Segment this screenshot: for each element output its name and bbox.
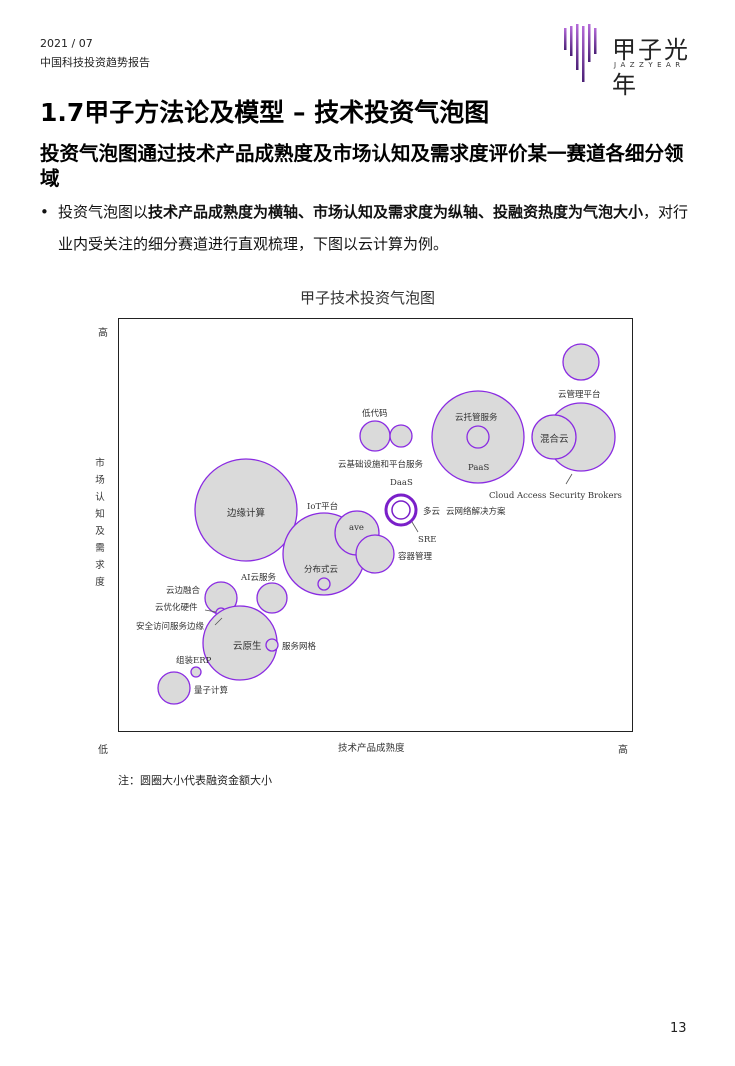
bubble-cloud-infra [389, 424, 413, 448]
x-axis-label: 技术产品成熟度 [338, 743, 405, 754]
bullet-text-bold: 技术产品成熟度为横轴、市场认知及需求度为纵轴、投融资热度为气泡大小 [148, 203, 644, 221]
page-number: 13 [670, 1021, 687, 1036]
bubble-container-mgmt [355, 534, 395, 574]
logo-name-cn: 甲子光年 [612, 36, 690, 99]
chart-title: 甲子技术投资气泡图 [299, 289, 435, 307]
x-axis-high-label: 高 [618, 745, 628, 756]
bubble-hybrid-cloud [531, 414, 577, 460]
label-erp: 组装ERP [176, 655, 212, 666]
leader-secure-edge [214, 617, 223, 626]
label-daas: DaaS [390, 478, 413, 488]
label-quantum: 量子计算 [194, 685, 229, 696]
leader-sre [411, 521, 419, 533]
bubble-daas-highlight [384, 493, 418, 527]
bubble-labels: 云管理平台 混合云 Cloud Access Security Brokers … [136, 389, 622, 696]
label-cloud-native: 云原生 [233, 640, 262, 652]
logo-bars-icon [564, 24, 597, 82]
label-low-code: 低代码 [362, 408, 388, 419]
bubble-cloud-mgmt-platform [562, 343, 600, 381]
report-name: 中国科技投资趋势报告 [40, 56, 150, 69]
bubble-service-mesh [265, 638, 279, 652]
label-distributed-cloud: 分布式云 [304, 564, 339, 575]
label-ave: ave [349, 523, 364, 533]
bubble-ai-cloud [256, 582, 288, 614]
axis-low-label: 低 [98, 745, 108, 756]
jazzyear-logo: 甲子光年 JAZZYEAR [562, 22, 702, 99]
leader-casb [565, 473, 573, 485]
report-date: 2021 / 07 [40, 37, 93, 50]
label-container-mgmt: 容器管理 [398, 551, 433, 562]
label-cloud-edge-fusion: 云边融合 [166, 585, 201, 596]
label-secure-access-edge: 安全访问服务边缘 [136, 621, 205, 632]
label-hybrid-cloud: 混合云 [540, 433, 569, 445]
logo-name-en: JAZZYEAR [614, 61, 685, 69]
y-axis-label: 市场认知及需求度 [95, 458, 105, 588]
label-paas: PaaS [468, 463, 489, 473]
label-casb: Cloud Access Security Brokers [489, 491, 622, 501]
label-cloud-hosting: 云托管服务 [455, 412, 498, 423]
bullet-text-plain-1: 投资气泡图以 [58, 203, 149, 221]
label-ai-cloud: AI云服务 [240, 572, 276, 583]
label-iot-platform: IoT平台 [307, 501, 338, 512]
bubble-daas-core [391, 500, 411, 520]
label-cloud-infra: 云基础设施和平台服务 [338, 459, 424, 470]
label-cloud-opt-hardware: 云优化硬件 [155, 602, 198, 613]
bubble-low-code [359, 420, 391, 452]
page-title: 1.7甲子方法论及模型 – 技术投资气泡图 [40, 98, 490, 127]
leader-cloud-opt-hardware [204, 609, 217, 613]
leader-lines [204, 473, 573, 626]
label-service-mesh: 服务网格 [282, 641, 317, 652]
label-sre: SRE [418, 535, 436, 545]
bubble-erp [190, 666, 202, 678]
bubble-group [157, 343, 616, 705]
chart-note: 注：圆圈大小代表融资金额大小 [118, 774, 272, 787]
label-multi-cloud: 多云 [423, 506, 441, 517]
y-axis-high-label: 高 [98, 328, 108, 339]
bullet-symbol: • [40, 203, 49, 221]
bubble-iot-small [317, 577, 331, 591]
bubble-paas-inner [466, 425, 490, 449]
page-subtitle: 投资气泡图通过技术产品成熟度及市场认知及需求度评价某一赛道各细分领域 [40, 142, 684, 190]
label-cloud-mgmt-platform: 云管理平台 [558, 389, 601, 400]
bubble-edge-computing [194, 458, 298, 562]
label-edge-computing: 边缘计算 [227, 507, 265, 519]
bullet-text: 投资气泡图以技术产品成熟度为横轴、市场认知及需求度为纵轴、投融资热度为气泡大小，… [58, 196, 698, 260]
bullet-text-plain-2: ，对行业内受关注的细分赛道进行直观梳理，下图以云计算为例。 [58, 203, 689, 253]
bubble-quantum [157, 671, 191, 705]
label-cloud-network: 云网络解决方案 [446, 506, 506, 517]
plot-area [118, 318, 633, 732]
